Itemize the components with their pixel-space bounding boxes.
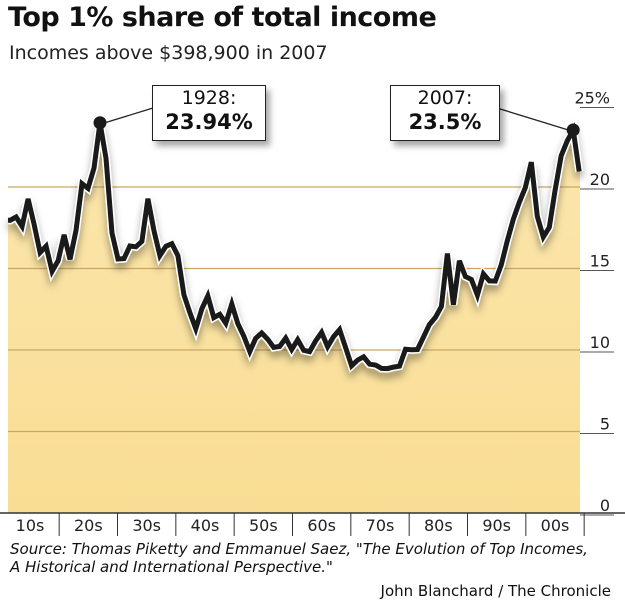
- y-tick-label-10: 10: [590, 333, 610, 352]
- x-tick-label-00s: 00s: [541, 516, 570, 535]
- x-tick-label-30s: 30s: [132, 516, 161, 535]
- y-tick-label-25: 25%: [574, 89, 610, 108]
- callout-2007-year: 2007:: [417, 87, 473, 109]
- peak-marker-2007: [566, 123, 580, 137]
- x-tick-label-70s: 70s: [366, 516, 395, 535]
- x-tick-label-60s: 60s: [307, 516, 336, 535]
- callout-1928-year: 1928:: [181, 87, 237, 109]
- callout-1928-value: 23.94%: [165, 110, 253, 134]
- callout-leader-2007: [496, 107, 569, 131]
- source-note: Source: Thomas Piketty and Emmanuel Saez…: [10, 540, 588, 576]
- x-tick-label-90s: 90s: [482, 516, 511, 535]
- chart-title: Top 1% share of total income: [8, 2, 437, 33]
- source-line-1: Source: Thomas Piketty and Emmanuel Saez…: [10, 540, 588, 558]
- y-tick-label-5: 5: [600, 415, 610, 434]
- y-tick-label-20: 20: [590, 170, 610, 189]
- callout-2007: 2007: 23.5%: [390, 85, 500, 141]
- source-line-2: A Historical and International Perspecti…: [10, 558, 333, 576]
- credit: John Blanchard / The Chronicle: [380, 582, 611, 600]
- x-tick-label-80s: 80s: [424, 516, 453, 535]
- x-tick-label-20s: 20s: [74, 516, 103, 535]
- callout-1928: 1928: 23.94%: [152, 85, 266, 141]
- peak-marker-1928: [93, 116, 107, 130]
- y-tick-label-15: 15: [590, 252, 610, 271]
- callout-2007-value: 23.5%: [408, 110, 482, 134]
- callout-leader-1928: [104, 107, 154, 124]
- chart-subtitle: Incomes above $398,900 in 2007: [9, 42, 328, 64]
- y-tick-label-0: 0: [600, 496, 610, 515]
- x-tick-label-40s: 40s: [191, 516, 220, 535]
- x-tick-label-10s: 10s: [16, 516, 45, 535]
- x-tick-label-50s: 50s: [249, 516, 278, 535]
